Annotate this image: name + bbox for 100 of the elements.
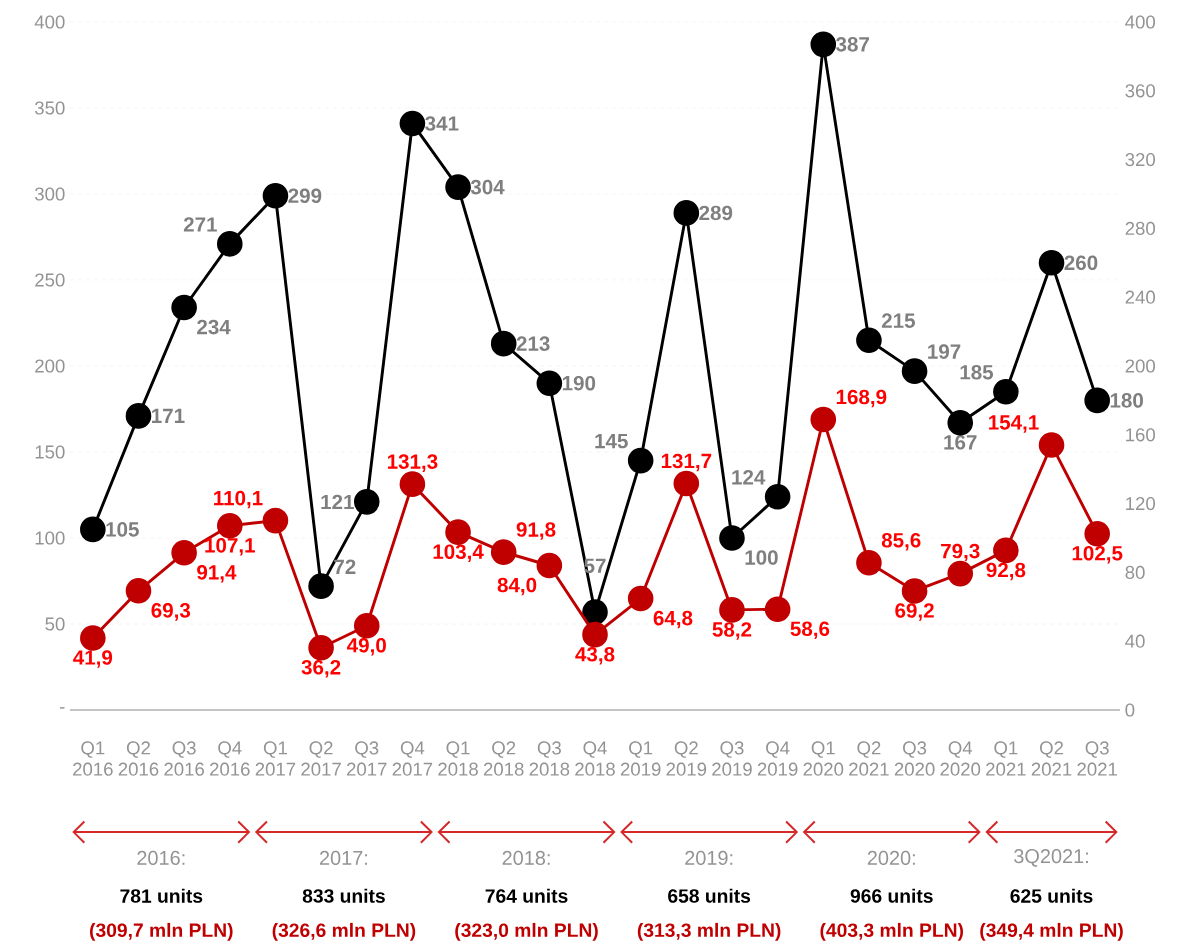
data-label: 213 [516,336,550,351]
y-tick-label: - [59,707,65,709]
data-label: 102,5 [1072,545,1123,564]
x-tick-label: Q4 2017 [392,741,433,776]
data-label: 234 [197,319,231,335]
data-label: 171 [152,408,185,423]
text: 764 units [485,888,568,903]
data-label: 41,9 [73,650,113,668]
point [1084,520,1110,547]
text: (349,4 mln PLN) [980,922,1123,941]
data-label: 304 [470,179,505,195]
text: 3Q2021: [1014,849,1088,867]
x-tick-label: Q2 2017 [301,741,341,776]
y2-tick-label: 0 [1125,703,1135,717]
point [216,231,243,257]
y-tick-label: 200 [35,359,65,373]
point [719,597,745,623]
point [490,330,517,357]
data-label: 85,6 [881,532,921,551]
point [673,200,700,226]
text: 2017: [319,850,368,865]
x-tick-label: Q2 2019 [666,741,707,776]
text: 658 units [668,888,751,903]
x-tick-label: Q1 2017 [255,741,296,776]
y2-tick-label: 40 [1125,634,1145,648]
point [947,409,974,436]
y2-tick-label: 320 [1125,152,1156,167]
text: (326,6 mln PLN) [272,922,416,941]
text: 2019: [685,850,733,865]
y-tick-label: 100 [35,531,65,545]
point [399,471,426,497]
data-label: 260 [1064,255,1098,271]
data-label: 100 [745,550,778,565]
data-label: 49,0 [347,637,386,656]
data-label: 36,2 [301,660,341,678]
y2-tick-label: 80 [1125,565,1145,579]
y2-tick-label: 280 [1125,221,1156,235]
point [536,552,563,579]
text: (309,7 mln PLN) [90,922,233,941]
x-tick-label: Q3 2018 [529,741,570,776]
point [993,537,1019,564]
point [216,512,243,539]
point [80,625,106,651]
point [947,560,974,587]
y2-tick-label: 160 [1126,428,1156,442]
data-label: 197 [928,344,961,359]
point [308,573,334,599]
data-label: 190 [562,375,596,391]
y2-tick-label: 120 [1126,497,1156,511]
data-label: 91,4 [197,565,237,583]
x-tick-label: Q3 2019 [712,741,752,776]
point [80,516,106,543]
data-label: 58,2 [712,622,752,640]
point [856,327,882,353]
data-label: 84,0 [497,577,537,596]
point [171,539,197,566]
point [719,525,745,551]
y-tick-label: 150 [35,445,65,459]
data-label: 69,3 [151,603,191,621]
text: (403,3 mln PLN) [820,922,964,941]
data-label: 121 [321,494,354,510]
x-tick-label: Q4 2020 [940,741,981,776]
point [901,358,928,384]
data-label: 124 [732,470,766,485]
point [1038,432,1065,458]
text: 625 units [1010,888,1093,903]
data-label: 92,8 [986,562,1026,581]
y2-tick-label: 400 [1125,15,1156,29]
point [582,621,608,648]
data-label: 105 [106,522,139,537]
data-label: 185 [960,364,994,380]
data-label: 79,3 [941,543,980,562]
y-tick-label: 250 [35,273,65,287]
point [125,403,152,429]
point [125,578,152,604]
data-label: 110,1 [214,490,263,509]
point [627,447,654,474]
data-label: 145 [595,433,628,449]
x-tick-label: Q2 2016 [118,741,159,776]
data-label: 387 [836,37,869,52]
point [993,379,1019,405]
text: 2020: [867,850,915,865]
text: 966 units [850,888,933,903]
data-label: 215 [881,313,915,328]
data-label: 341 [425,116,459,131]
x-tick-label: Q1 2019 [620,741,661,776]
y-tick-label: 400 [34,15,65,29]
x-tick-label: Q3 2020 [894,741,935,776]
data-label: 131,3 [387,454,438,472]
x-tick-label: Q1 2020 [803,741,844,776]
data-label: 64,8 [653,610,693,629]
point [399,110,426,137]
x-tick-label: Q1 2021 [986,741,1026,776]
data-label: 72 [334,559,356,574]
y-tick-label: 50 [45,617,65,631]
point [445,519,471,545]
text: 781 units [120,888,203,903]
x-tick-label: Q3 2016 [164,741,204,776]
x-tick-label: Q2 2021 [1031,741,1072,776]
y-tick-label: 300 [34,187,65,201]
